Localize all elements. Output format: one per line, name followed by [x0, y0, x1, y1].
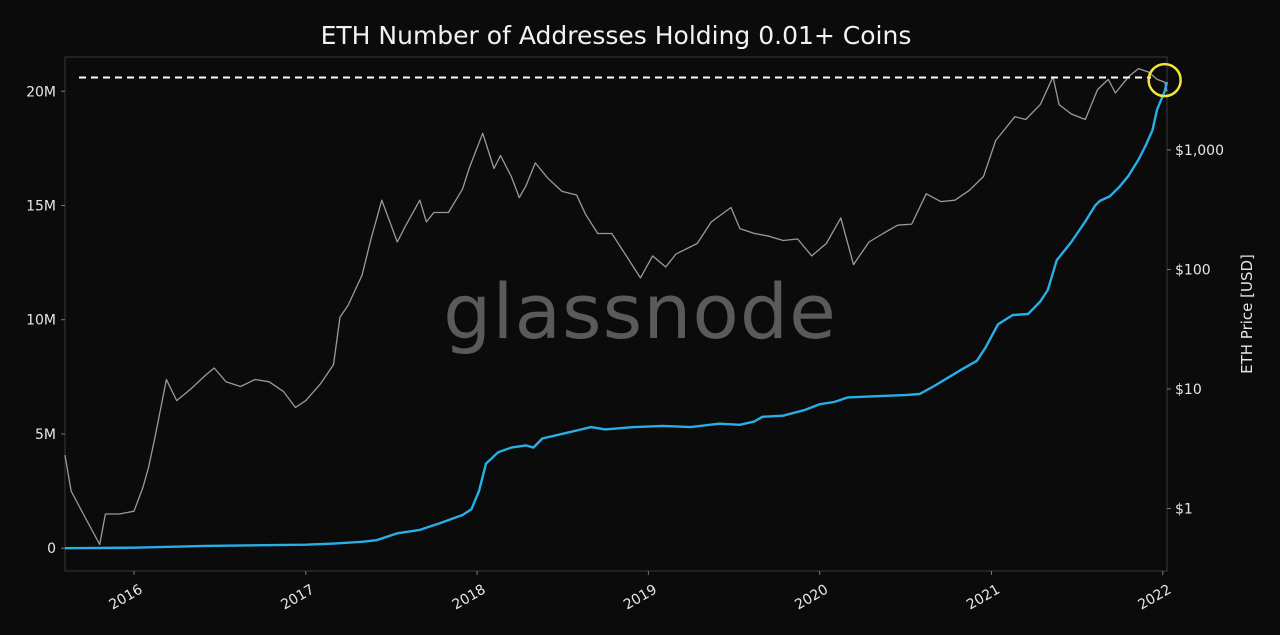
price-line [64, 67, 1168, 546]
addresses-line [64, 81, 1169, 550]
y-left-tick-label: 20M [26, 84, 56, 100]
highlight-circle [1147, 62, 1182, 98]
price-series [64, 67, 1168, 546]
y-right-tick-label: $1,000 [1175, 143, 1224, 159]
y-right-tick-label: $10 [1175, 382, 1202, 398]
reference-line-group [79, 62, 1182, 98]
plot-area [64, 56, 1168, 572]
y-left-tick-label: 15M [26, 198, 56, 214]
y-axis-right-label: ETH Price [USD] [1238, 254, 1256, 374]
y-right-tick-label: $1 [1175, 502, 1193, 518]
y-right-tick-label: $100 [1175, 263, 1211, 279]
addresses-series [64, 81, 1169, 550]
y-axis-left: 0 5M 10M 15M 20M [26, 84, 65, 557]
watermark: glassnode [443, 267, 837, 356]
y-left-tick-label: 5M [35, 427, 56, 443]
y-left-tick-label: 10M [26, 313, 56, 329]
y-axis-right: $1 $10 $100 $1,000 [1167, 143, 1224, 518]
y-left-tick-label: 0 [47, 541, 56, 557]
chart-title: ETH Number of Addresses Holding 0.01+ Co… [321, 21, 912, 50]
